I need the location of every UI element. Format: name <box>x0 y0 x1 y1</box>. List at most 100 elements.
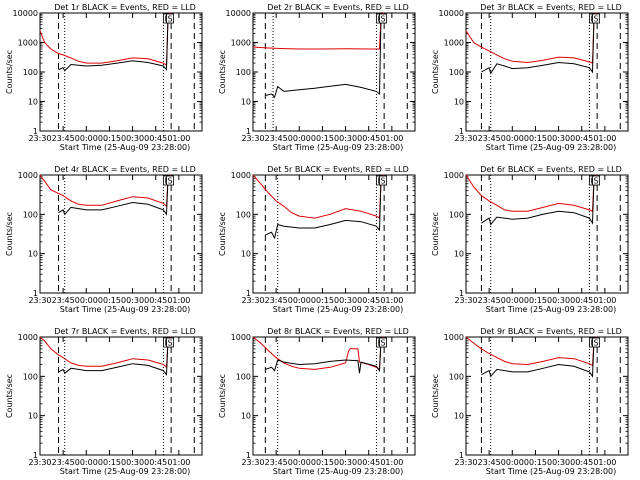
x-tick-label: 01:00 <box>593 458 616 467</box>
x-tick-label: 01:00 <box>167 296 190 305</box>
x-tick-label: 00:30 <box>547 458 570 467</box>
y-axis-label: Counts/sec <box>5 374 14 418</box>
x-tick-label: 23:45 <box>265 134 288 143</box>
x-tick-label: 00:00 <box>75 134 98 143</box>
event-marker-label: S <box>381 339 386 348</box>
event-marker-label: S <box>594 177 599 186</box>
panel-title: Det 5r BLACK = Events, RED = LLD <box>267 165 409 174</box>
y-tick-label: 1000 <box>18 333 38 342</box>
series-lld-line <box>465 12 598 64</box>
x-tick-label: 00:00 <box>75 458 98 467</box>
plot-frame <box>252 12 416 132</box>
y-tick-label: 1000 <box>231 333 251 342</box>
x-tick-label: 00:00 <box>288 296 311 305</box>
series-lld-line <box>252 174 385 219</box>
x-axis-label: Start Time (25-Aug-09 23:28:00) <box>486 305 617 314</box>
series-events-line <box>58 14 169 72</box>
x-tick-label: 00:45 <box>357 134 380 143</box>
x-tick-label: 00:45 <box>144 296 167 305</box>
y-tick-label: 1 <box>246 451 251 460</box>
event-marker-box <box>592 337 600 348</box>
panel-title: Det 9r BLACK = Events, RED = LLD <box>480 327 622 336</box>
y-tick-label: 100 <box>23 68 38 77</box>
event-marker-box <box>379 175 388 186</box>
x-tick-label: 00:30 <box>334 134 357 143</box>
panel-title: Det 2r BLACK = Events, RED = LLD <box>267 3 409 12</box>
series-events-line <box>265 176 382 240</box>
x-tick-label: 23:30 <box>241 458 264 467</box>
y-tick-label: 1 <box>246 289 251 298</box>
x-tick-label: 01:00 <box>167 134 190 143</box>
x-tick-label: 00:30 <box>547 134 570 143</box>
y-tick-label: 1 <box>246 127 251 136</box>
event-marker-label: S <box>381 15 386 24</box>
event-marker-label: S <box>594 339 599 348</box>
plot-frame <box>39 12 203 132</box>
event-marker-label: S <box>168 339 173 348</box>
x-tick-label: 00:45 <box>570 296 593 305</box>
x-tick-label: 00:15 <box>311 134 334 143</box>
detector-panel-5: Det 5r BLACK = Events, RED = LLD 1 10 100 10… <box>218 165 416 314</box>
y-tick-label: 10 <box>28 250 38 259</box>
x-tick-label: 00:00 <box>288 458 311 467</box>
y-tick-label: 100 <box>449 372 464 381</box>
x-tick-label: 23:30 <box>454 296 477 305</box>
detector-panel-7: Det 7r BLACK = Events, RED = LLD 1 10 100 10… <box>5 327 203 476</box>
x-axis-label: Start Time (25-Aug-09 23:28:00) <box>486 143 617 152</box>
event-marker-label: S <box>168 15 173 24</box>
y-tick-label: 10000 <box>226 9 251 18</box>
x-tick-label: 00:15 <box>98 134 121 143</box>
x-axis-label: Start Time (25-Aug-09 23:28:00) <box>60 467 191 476</box>
x-tick-label: 01:00 <box>380 458 403 467</box>
x-axis-label: Start Time (25-Aug-09 23:28:00) <box>60 143 191 152</box>
event-marker-box <box>166 337 175 348</box>
x-tick-label: 00:45 <box>357 458 380 467</box>
x-tick-label: 00:15 <box>311 296 334 305</box>
x-tick-label: 01:00 <box>593 296 616 305</box>
y-axis-label: Counts/sec <box>431 374 440 418</box>
y-tick-label: 100 <box>236 210 251 219</box>
x-tick-label: 01:00 <box>593 134 616 143</box>
detector-panel-4: Det 4r BLACK = Events, RED = LLD 1 10 100 10… <box>5 165 203 314</box>
plot-frame <box>252 174 416 294</box>
x-tick-label: 00:15 <box>524 296 547 305</box>
detector-panel-6: Det 6r BLACK = Events, RED = LLD 1 10 100 10… <box>431 165 629 314</box>
event-marker-box <box>592 13 600 24</box>
event-marker-box <box>166 13 175 24</box>
x-tick-label: 00:00 <box>501 296 524 305</box>
y-tick-label: 1 <box>33 451 38 460</box>
y-tick-label: 1000 <box>18 39 38 48</box>
x-tick-label: 01:00 <box>380 134 403 143</box>
x-tick-label: 00:15 <box>311 458 334 467</box>
x-tick-label: 00:30 <box>121 134 144 143</box>
panel-title: Det 4r BLACK = Events, RED = LLD <box>54 165 196 174</box>
event-marker-box <box>166 175 175 186</box>
detector-panel-3: Det 3r BLACK = Events, RED = LLD 1 10 100 10… <box>431 3 629 152</box>
series-events-line <box>265 14 382 99</box>
x-tick-label: 00:30 <box>121 458 144 467</box>
x-tick-label: 23:45 <box>478 134 501 143</box>
series-events-line <box>58 176 169 216</box>
x-tick-label: 23:30 <box>28 296 51 305</box>
detector-panel-2: Det 2r BLACK = Events, RED = LLD 1 10 100 10… <box>218 3 416 152</box>
x-tick-label: 23:45 <box>52 296 75 305</box>
x-axis-label: Start Time (25-Aug-09 23:28:00) <box>273 143 404 152</box>
plot-frame <box>252 336 416 456</box>
x-tick-label: 00:45 <box>144 458 167 467</box>
x-tick-label: 00:30 <box>334 458 357 467</box>
y-tick-label: 1000 <box>444 171 464 180</box>
y-tick-label: 100 <box>23 210 38 219</box>
series-lld-line <box>252 336 385 371</box>
plot-frame <box>465 174 629 294</box>
x-tick-label: 23:30 <box>241 296 264 305</box>
x-tick-label: 00:30 <box>121 296 144 305</box>
panel-title: Det 6r BLACK = Events, RED = LLD <box>480 165 622 174</box>
y-tick-label: 10 <box>28 98 38 107</box>
y-axis-label: Counts/sec <box>5 212 14 256</box>
series-lld-line <box>39 12 172 67</box>
event-marker-box <box>379 337 388 348</box>
y-tick-label: 1 <box>33 127 38 136</box>
y-tick-label: 1 <box>459 451 464 460</box>
y-tick-label: 100 <box>449 68 464 77</box>
